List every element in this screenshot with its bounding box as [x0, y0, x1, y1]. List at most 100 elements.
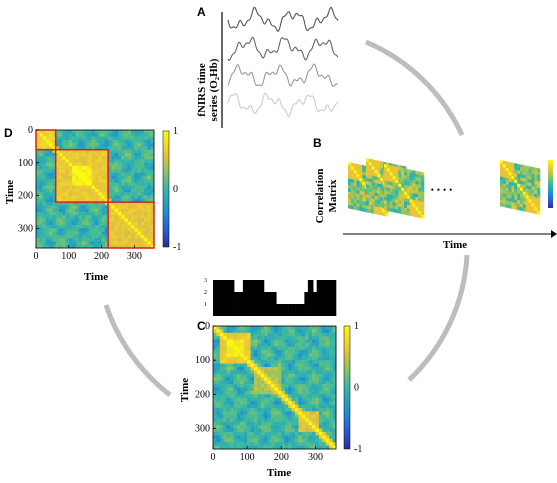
matrix-cell — [75, 146, 79, 150]
matrix-cell — [55, 234, 60, 239]
matrix-cell — [329, 414, 333, 419]
matrix-cell — [366, 161, 370, 166]
matrix-cell — [362, 168, 366, 173]
matrix-cell — [55, 221, 60, 226]
matrix-cell — [315, 373, 320, 378]
matrix-cell — [250, 435, 255, 440]
state-bar — [260, 280, 263, 316]
matrix-cell — [236, 387, 241, 392]
matrix-cell — [52, 152, 56, 157]
matrix-cell — [39, 225, 43, 229]
matrix-cell — [42, 156, 47, 160]
matrix-cell — [281, 326, 286, 330]
matrix-cell — [104, 149, 109, 154]
matrix-cell — [101, 208, 106, 213]
state-bar — [283, 304, 286, 316]
matrix-cell — [75, 244, 79, 249]
matrix-cell — [267, 418, 272, 422]
matrix-cell — [88, 143, 93, 147]
matrix-cell — [329, 431, 333, 436]
matrix-cell — [131, 162, 135, 167]
matrix-cell — [502, 170, 507, 175]
matrix-cell — [42, 198, 47, 203]
matrix-cell — [318, 336, 323, 340]
matrix-cell — [308, 356, 313, 361]
matrix-cell — [104, 143, 109, 147]
matrix-cell — [517, 193, 521, 198]
matrix-cell — [68, 152, 73, 157]
matrix-cell — [45, 221, 50, 226]
matrix-cell — [144, 244, 148, 249]
matrix-cell — [219, 428, 224, 433]
matrix-cell — [260, 397, 265, 402]
matrix-cell — [308, 339, 313, 344]
matrix-cell — [88, 208, 93, 213]
matrix-cell — [274, 370, 279, 375]
matrix-cell — [322, 373, 327, 378]
matrix-cell — [230, 401, 234, 405]
matrix-cell — [389, 207, 393, 213]
matrix-cell — [117, 136, 122, 141]
matrix-cell — [230, 339, 234, 344]
matrix-cell — [140, 238, 145, 242]
matrix-cell — [114, 169, 119, 173]
matrix-cell — [49, 136, 53, 141]
matrix-cell — [329, 332, 333, 337]
matrix-cell — [421, 194, 425, 200]
matrix-cell — [531, 202, 535, 208]
matrix-cell — [62, 149, 66, 154]
matrix-cell — [52, 195, 56, 200]
matrix-cell — [281, 445, 286, 450]
matrix-cell — [216, 390, 221, 395]
matrix-cell — [520, 206, 524, 212]
matrix-cell — [49, 205, 53, 209]
correlation-matrix-stack — [348, 158, 553, 219]
matrix-cell — [511, 165, 515, 170]
matrix-cell — [260, 411, 265, 416]
matrix-cell — [362, 165, 366, 170]
matrix-cell — [45, 244, 50, 249]
matrix-cell — [508, 178, 512, 183]
matrix-cell — [219, 414, 224, 419]
matrix-cell — [264, 435, 268, 440]
matrix-cell — [147, 182, 152, 187]
matrix-cell — [377, 176, 381, 182]
matrix-cell — [98, 231, 102, 236]
matrix-cell — [312, 353, 316, 358]
matrix-cell — [250, 425, 255, 429]
matrix-cell — [281, 384, 286, 388]
matrix-cell — [301, 373, 306, 378]
matrix-cell — [264, 353, 268, 358]
matrix-cell — [78, 156, 83, 160]
matrix-cell — [257, 353, 262, 358]
matrix-cell — [332, 411, 337, 416]
matrix-cell — [111, 189, 115, 193]
matrix-cell — [274, 326, 279, 330]
matrix-cell — [150, 195, 155, 200]
matrix-cell — [534, 183, 538, 188]
matrix-cell — [98, 152, 102, 157]
state-bar — [306, 292, 309, 316]
matrix-cell — [55, 172, 60, 177]
matrix-cell — [233, 438, 238, 443]
matrix-cell — [277, 343, 282, 347]
matrix-cell — [55, 225, 60, 229]
matrix-cell — [368, 184, 373, 190]
matrix-cell — [379, 208, 383, 213]
matrix-cell — [409, 185, 413, 191]
matrix-cell — [233, 346, 238, 351]
matrix-cell — [233, 445, 238, 450]
state-bar — [295, 304, 298, 316]
matrix-cell — [318, 404, 323, 409]
matrix-cell — [85, 185, 89, 190]
matrix-cell — [131, 218, 135, 223]
matrix-cell — [233, 329, 238, 334]
matrix-cell — [312, 394, 316, 399]
matrix-cell — [134, 175, 138, 180]
matrix-cell — [62, 172, 66, 177]
matrix-cell — [124, 175, 129, 180]
arc-b-to-c — [407, 254, 470, 382]
matrix-cell — [366, 158, 370, 163]
matrix-cell — [318, 435, 323, 440]
matrix-cell — [213, 431, 217, 436]
